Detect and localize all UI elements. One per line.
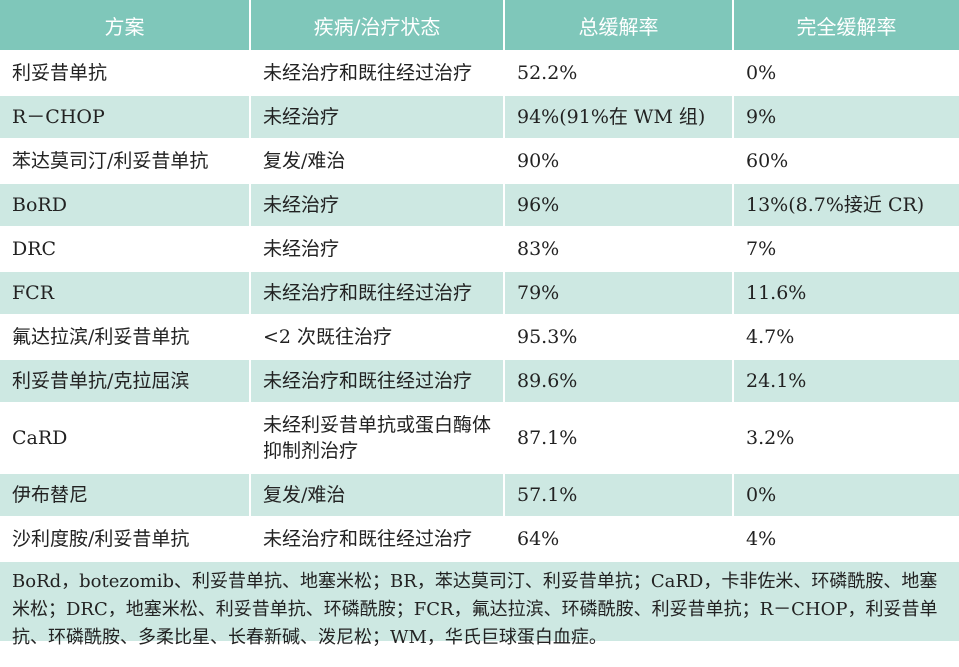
header-regimen: 方案 — [0, 0, 251, 51]
cell-cr: 0% — [733, 50, 959, 95]
cell-status: 复发/难治 — [250, 472, 505, 517]
cell-cr: 0% — [733, 472, 959, 517]
table-footnote: BoRd，botezomib、利妥昔单抗、地塞米松；BR，苯达莫司汀、利妥昔单抗… — [0, 560, 959, 648]
cell-cr: 4.7% — [733, 314, 959, 359]
cell-orr: 94%(91%在 WM 组) — [504, 94, 734, 139]
cell-regimen: 利妥昔单抗/克拉屈滨 — [0, 358, 251, 403]
cell-status: <2 次既往治疗 — [250, 314, 505, 359]
table-row: 利妥昔单抗 未经治疗和既往经过治疗 52.2% 0% — [0, 50, 959, 95]
cell-cr: 4% — [733, 516, 959, 560]
cell-orr: 64% — [504, 516, 734, 560]
cell-regimen: R－CHOP — [0, 94, 251, 139]
table-row: 利妥昔单抗/克拉屈滨 未经治疗和既往经过治疗 89.6% 24.1% — [0, 358, 959, 403]
cell-cr: 9% — [733, 94, 959, 139]
cell-orr: 89.6% — [504, 358, 734, 403]
table-row: 氟达拉滨/利妥昔单抗 <2 次既往治疗 95.3% 4.7% — [0, 314, 959, 359]
cell-regimen: 伊布替尼 — [0, 472, 251, 517]
cell-orr: 90% — [504, 138, 734, 183]
cell-orr: 83% — [504, 226, 734, 271]
cell-status: 未经治疗 — [250, 94, 505, 139]
cell-status: 复发/难治 — [250, 138, 505, 183]
cell-cr: 24.1% — [733, 358, 959, 403]
header-overall-response: 总缓解率 — [504, 0, 734, 51]
cell-status: 未经治疗和既往经过治疗 — [250, 358, 505, 403]
table-row: 伊布替尼 复发/难治 57.1% 0% — [0, 472, 959, 517]
cell-status: 未经治疗 — [250, 226, 505, 271]
cell-cr: 13%(8.7%接近 CR) — [733, 182, 959, 227]
table-row: DRC 未经治疗 83% 7% — [0, 226, 959, 271]
cell-regimen: FCR — [0, 270, 251, 315]
header-complete-response: 完全缓解率 — [733, 0, 959, 51]
table-row: R－CHOP 未经治疗 94%(91%在 WM 组) 9% — [0, 94, 959, 139]
cell-status: 未经利妥昔单抗或蛋白酶体抑制剂治疗 — [250, 402, 505, 473]
cell-regimen: 利妥昔单抗 — [0, 50, 251, 95]
cell-cr: 7% — [733, 226, 959, 271]
cell-status: 未经治疗和既往经过治疗 — [250, 270, 505, 315]
cell-orr: 52.2% — [504, 50, 734, 95]
table-row: 苯达莫司汀/利妥昔单抗 复发/难治 90% 60% — [0, 138, 959, 183]
cell-orr: 57.1% — [504, 472, 734, 517]
cell-status: 未经治疗 — [250, 182, 505, 227]
cell-regimen: 苯达莫司汀/利妥昔单抗 — [0, 138, 251, 183]
table-row: BoRD 未经治疗 96% 13%(8.7%接近 CR) — [0, 182, 959, 227]
cell-orr: 95.3% — [504, 314, 734, 359]
cell-orr: 87.1% — [504, 402, 734, 473]
cell-regimen: BoRD — [0, 182, 251, 227]
table-row: 沙利度胺/利妥昔单抗 未经治疗和既往经过治疗 64% 4% — [0, 516, 959, 560]
cell-cr: 3.2% — [733, 402, 959, 473]
table-header-row: 方案 疾病/治疗状态 总缓解率 完全缓解率 — [0, 0, 959, 51]
cell-orr: 96% — [504, 182, 734, 227]
cell-regimen: DRC — [0, 226, 251, 271]
table-row: FCR 未经治疗和既往经过治疗 79% 11.6% — [0, 270, 959, 315]
cell-cr: 11.6% — [733, 270, 959, 315]
cell-regimen: 氟达拉滨/利妥昔单抗 — [0, 314, 251, 359]
cell-status: 未经治疗和既往经过治疗 — [250, 516, 505, 560]
regimen-response-table: 方案 疾病/治疗状态 总缓解率 完全缓解率 利妥昔单抗 未经治疗和既往经过治疗 … — [0, 0, 959, 560]
cell-status: 未经治疗和既往经过治疗 — [250, 50, 505, 95]
header-disease-status: 疾病/治疗状态 — [250, 0, 505, 51]
cell-orr: 79% — [504, 270, 734, 315]
cell-cr: 60% — [733, 138, 959, 183]
cell-regimen: 沙利度胺/利妥昔单抗 — [0, 516, 251, 560]
table-row: CaRD 未经利妥昔单抗或蛋白酶体抑制剂治疗 87.1% 3.2% — [0, 402, 959, 473]
cell-regimen: CaRD — [0, 402, 251, 473]
